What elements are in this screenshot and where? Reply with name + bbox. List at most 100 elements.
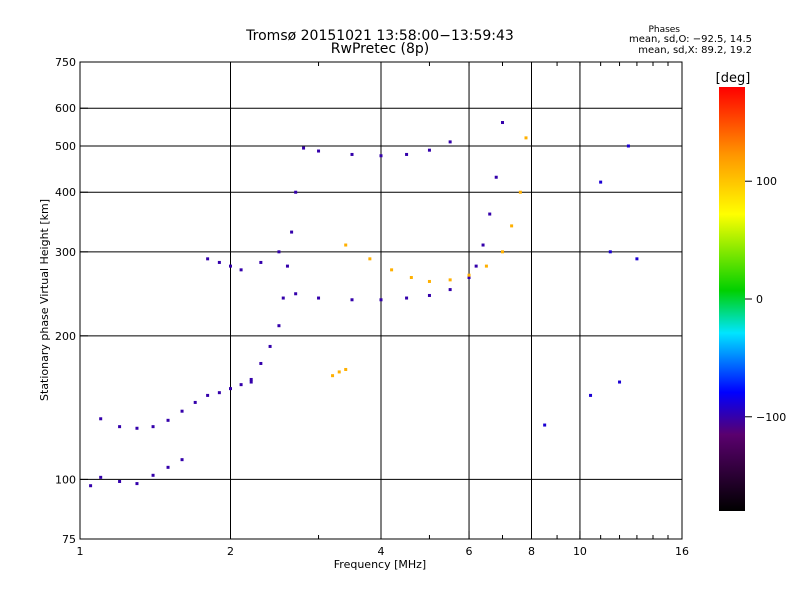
echo-point (135, 482, 139, 486)
x-axis-label: Frequency [MHz] (334, 558, 426, 571)
echo-point (290, 230, 294, 234)
chart-subtitle: RwPretec (8p) (331, 41, 429, 57)
echo-point (618, 380, 622, 384)
y-axis: 75 100 200 300 400 500 600 750 (55, 56, 88, 546)
echo-point (281, 296, 285, 300)
echo-point (589, 393, 593, 397)
y-tick-label: 200 (55, 330, 76, 343)
echo-point (488, 212, 492, 216)
colorbar-tick-label: 0 (756, 293, 763, 306)
echo-point (608, 250, 612, 254)
echo-point (229, 264, 232, 268)
echo-point (448, 140, 452, 144)
y-tick-label: 750 (55, 56, 76, 69)
echo-point (467, 273, 471, 277)
y-tick-label: 400 (55, 186, 76, 199)
echo-point (599, 180, 603, 184)
echo-point (448, 288, 452, 292)
echo-point (294, 292, 298, 296)
echo-point (206, 393, 210, 397)
x-tick-label: 8 (528, 545, 535, 558)
colorbar-ticks: 100 0 −100 (745, 175, 786, 424)
x-tick-label: 4 (378, 545, 385, 558)
colorbar-tick-label: 100 (756, 175, 777, 188)
chart-title: Tromsø 20151021 13:58:00−13:59:43 (245, 28, 514, 44)
echo-point (390, 268, 394, 272)
echo-point (518, 190, 522, 194)
echo-point (268, 344, 272, 348)
x-axis: 1 2 4 6 8 10 16 (77, 62, 689, 558)
echo-point (259, 361, 263, 365)
echo-point (510, 224, 514, 228)
echo-point (206, 257, 210, 261)
echo-point (501, 121, 505, 125)
x-tick-label: 6 (466, 545, 473, 558)
echo-point (166, 465, 170, 469)
y-tick-label: 600 (55, 102, 76, 115)
echo-point (151, 425, 155, 429)
data-points (89, 121, 639, 488)
echo-point (249, 377, 253, 381)
echo-point (285, 264, 289, 268)
echo-point (118, 425, 122, 429)
echo-point (379, 298, 383, 302)
echo-point (467, 276, 471, 280)
echo-point (524, 136, 528, 140)
echo-point (405, 152, 409, 156)
echo-point (494, 175, 498, 179)
echo-point (626, 144, 630, 148)
echo-point (448, 278, 452, 282)
echo-point (331, 374, 335, 378)
echo-point (379, 154, 383, 158)
echo-point (405, 296, 409, 300)
echo-point (151, 473, 155, 477)
echo-point (229, 387, 232, 391)
y-axis-label: Stationary phase Virtual Height [km] (38, 199, 51, 401)
echo-point (259, 260, 263, 264)
echo-point (368, 257, 372, 261)
y-tick-label: 75 (62, 533, 76, 546)
echo-point (427, 279, 431, 283)
x-tick-label: 1 (77, 545, 84, 558)
echo-point (193, 400, 197, 404)
x-tick-label: 16 (675, 545, 689, 558)
x-tick-label: 2 (227, 545, 234, 558)
phases-title: Phases (648, 25, 680, 35)
echo-point (344, 367, 348, 371)
echo-point (277, 250, 281, 254)
echo-point (217, 391, 221, 395)
colorbar-tick-label: −100 (756, 411, 786, 424)
echo-point (180, 458, 184, 462)
echo-point (302, 146, 306, 150)
echo-point (217, 260, 221, 264)
echo-point (118, 479, 122, 483)
grid-lines (80, 62, 682, 539)
y-tick-label: 300 (55, 246, 76, 259)
echo-point (484, 264, 488, 268)
echo-point (317, 149, 321, 153)
echo-point (543, 423, 547, 427)
echo-point (239, 268, 243, 272)
y-tick-label: 500 (55, 140, 76, 153)
colorbar (719, 87, 745, 511)
phases-o-stats: mean, sd,O: −92.5, 14.5 (629, 34, 752, 45)
echo-point (249, 380, 253, 384)
echo-point (474, 264, 478, 268)
echo-point (166, 418, 170, 422)
echo-point (481, 243, 485, 247)
echo-point (317, 296, 321, 300)
echo-point (409, 276, 413, 280)
echo-point (99, 417, 103, 421)
echo-point (635, 257, 639, 261)
echo-point (89, 484, 93, 488)
colorbar-label: [deg] (716, 71, 751, 86)
echo-point (135, 426, 139, 430)
echo-point (350, 298, 354, 302)
echo-point (294, 190, 298, 194)
echo-point (180, 409, 184, 413)
y-tick-label: 100 (55, 473, 76, 486)
echo-point (350, 152, 354, 156)
echo-point (344, 243, 348, 247)
echo-point (427, 293, 431, 297)
